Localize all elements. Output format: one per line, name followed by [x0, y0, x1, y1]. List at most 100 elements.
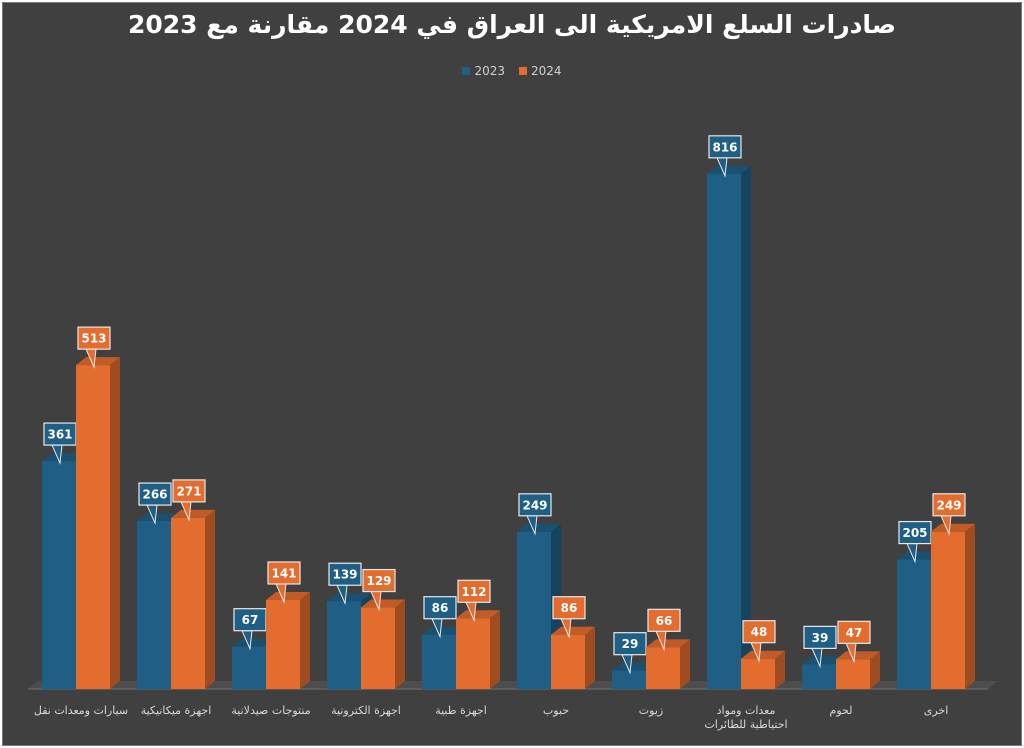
bar-2024-3-side	[395, 599, 405, 689]
data-label-box-2023-4	[423, 596, 457, 620]
bar-2023-8	[802, 664, 836, 689]
data-label-2023-6: 29	[622, 637, 639, 651]
data-label-2024-8: 47	[846, 626, 863, 640]
bar-2024-0-side	[110, 357, 120, 689]
data-label-2023-4: 86	[432, 601, 449, 615]
data-label-2023-2: 67	[242, 613, 259, 627]
bar-2024-4-side	[490, 610, 500, 689]
data-label-2024-5: 86	[561, 601, 578, 615]
category-label-0: سيارات ومعدات نقل	[33, 704, 129, 717]
legend-item-2024: 2024	[519, 64, 562, 78]
data-label-box-2023-6	[613, 632, 647, 656]
chart-title: صادرات السلع الامريكية الى العراق في 202…	[128, 10, 896, 39]
bar-2023-7-top	[707, 165, 751, 174]
data-label-2023-3: 139	[332, 568, 357, 582]
bar-2024-1	[171, 517, 205, 689]
category-label-6: زيوت	[638, 704, 664, 717]
data-label-box-2024-2	[267, 561, 301, 585]
bar-2023-2-top	[232, 638, 276, 647]
data-label-2023-9: 205	[902, 526, 927, 540]
bar-2023-2	[232, 646, 266, 689]
bar-2024-2-side	[300, 591, 310, 689]
bar-2023-4	[422, 634, 456, 689]
legend-label-2023: 2023	[474, 64, 505, 78]
bar-2024-4	[456, 618, 490, 689]
legend: 2023 2024	[0, 64, 1024, 78]
bar-2023-0-top	[42, 453, 86, 462]
bar-2024-2-top	[266, 591, 310, 600]
legend-item-2023: 2023	[462, 64, 505, 78]
data-label-2024-9: 249	[936, 498, 961, 512]
data-label-box-2024-1	[172, 479, 206, 503]
data-label-2023-8: 39	[812, 631, 829, 645]
bar-2023-7	[707, 173, 741, 689]
bar-2024-8	[836, 659, 870, 689]
category-label-5: حبوب	[542, 704, 570, 717]
bar-2024-3	[361, 607, 395, 689]
data-label-2024-2: 141	[271, 566, 296, 580]
bar-2024-7-side	[775, 650, 785, 689]
data-label-2024-7: 48	[751, 625, 768, 639]
bar-2024-7	[741, 658, 775, 689]
bar-2023-8-top	[802, 656, 846, 665]
category-label-1: اجهزة ميكانيكية	[140, 704, 212, 717]
bar-2023-1-top	[137, 513, 181, 522]
bar-2024-6-top	[646, 639, 690, 648]
bar-2023-4-top	[422, 626, 466, 635]
bar-2024-5-side	[585, 626, 595, 689]
bar-2024-5	[551, 634, 585, 689]
bar-2024-9-side	[965, 523, 975, 689]
data-label-box-2023-1	[138, 482, 172, 506]
data-label-2023-7: 816	[712, 140, 737, 154]
bar-2023-9	[897, 559, 931, 689]
bar-2024-0-top	[76, 357, 120, 366]
data-label-box-2024-4	[457, 579, 491, 603]
bar-2023-3-top	[327, 593, 371, 602]
bar-2024-8-top	[836, 651, 880, 660]
data-label-box-2023-8	[803, 625, 837, 649]
bar-2024-6-side	[680, 639, 690, 689]
category-label-4: اجهزة طبية	[435, 704, 487, 717]
data-label-2024-0: 513	[81, 332, 106, 346]
data-label-2024-1: 271	[176, 484, 201, 498]
bar-2024-4-top	[456, 610, 500, 619]
bar-2024-8-side	[870, 651, 880, 689]
bar-2023-6	[612, 670, 646, 689]
bar-2023-1	[137, 521, 171, 689]
bar-2023-5	[517, 531, 551, 689]
data-label-2024-6: 66	[656, 614, 673, 628]
data-label-box-2024-6	[647, 608, 681, 632]
bar-2024-9	[931, 531, 965, 689]
data-label-2024-4: 112	[461, 585, 486, 599]
data-label-2023-5: 249	[522, 498, 547, 512]
bar-2023-6-top	[612, 662, 656, 671]
bar-2024-9-top	[931, 523, 975, 532]
category-label-2: منتوجات صيدلانية	[231, 704, 311, 717]
data-label-box-2024-0	[77, 326, 111, 350]
data-label-box-2023-7	[708, 135, 742, 159]
legend-swatch-2024	[519, 67, 527, 75]
legend-swatch-2023	[462, 67, 471, 75]
data-label-box-2024-3	[362, 568, 396, 593]
category-label-3: اجهزة الكترونية	[331, 704, 401, 717]
category-label-8: لحوم	[829, 704, 853, 717]
data-label-2023-0: 361	[47, 428, 72, 442]
bar-2024-6	[646, 647, 680, 689]
bar-2024-1-side	[205, 509, 215, 689]
bar-2023-7-side	[741, 165, 751, 689]
data-label-box-2023-5	[518, 493, 552, 517]
category-label-9: اخرى	[923, 704, 949, 717]
data-label-box-2024-9	[932, 493, 966, 517]
data-label-box-2023-3	[328, 562, 362, 586]
data-label-box-2024-5	[552, 596, 586, 620]
data-label-box-2024-7	[742, 620, 776, 644]
data-label-2023-1: 266	[142, 488, 167, 502]
bar-2024-5-top	[551, 626, 595, 635]
bar-2023-5-top	[517, 523, 561, 532]
legend-label-2024: 2024	[531, 64, 562, 78]
bar-2023-9-top	[897, 551, 941, 560]
bar-2023-3	[327, 601, 361, 689]
bar-2024-2	[266, 599, 300, 689]
bar-2024-7-top	[741, 650, 785, 659]
